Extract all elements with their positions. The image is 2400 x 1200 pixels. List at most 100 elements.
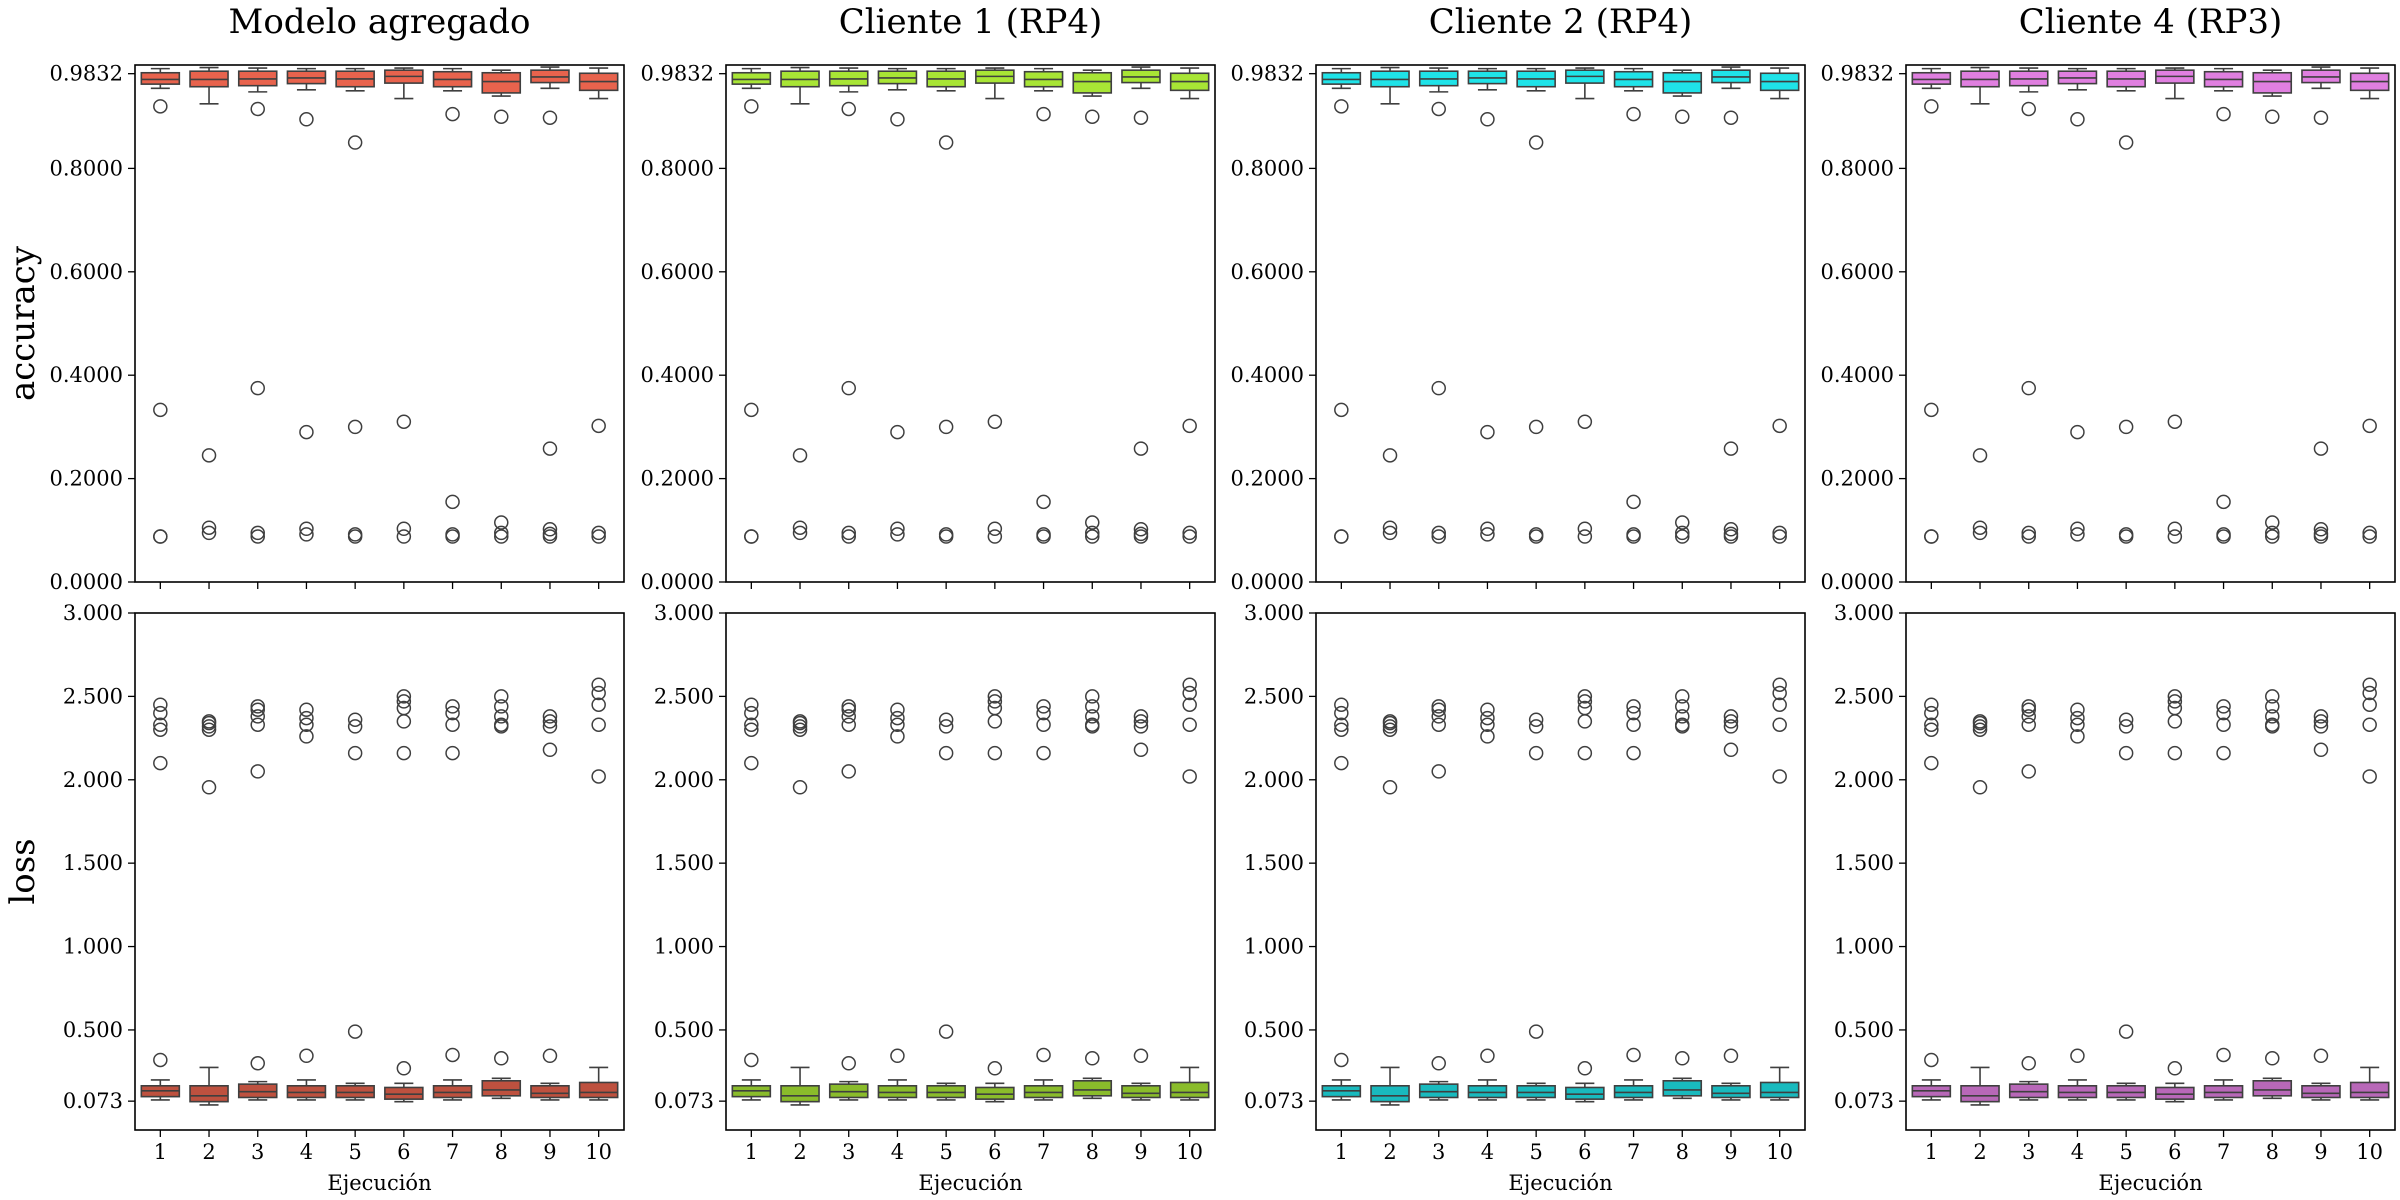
outlier-point bbox=[890, 521, 905, 536]
subplot-accuracy-4: 0.0000 0.2000 0.4000 0.6000 0.8000 0.9832 bbox=[1821, 62, 2396, 594]
box-ejecucion-2 bbox=[189, 66, 229, 541]
box-ejecucion-8 bbox=[2252, 69, 2293, 544]
outlier-point bbox=[299, 527, 314, 542]
outlier-point bbox=[591, 677, 606, 692]
box-iqr bbox=[1711, 1085, 1751, 1099]
box-ejecucion-2 bbox=[1960, 66, 2000, 541]
y-tick-label: 0.0000 bbox=[1821, 570, 1894, 594]
outlier-point bbox=[1085, 525, 1100, 541]
box-ejecucion-9 bbox=[1121, 66, 1161, 544]
outlier-point bbox=[1431, 702, 1446, 717]
outlier-point bbox=[1334, 529, 1349, 544]
outlier-point bbox=[841, 101, 856, 117]
outlier-point bbox=[987, 745, 1003, 761]
outlier-point bbox=[591, 418, 606, 434]
outlier-point bbox=[1431, 699, 1446, 714]
outlier-point bbox=[2216, 529, 2231, 544]
outlier-point bbox=[938, 745, 954, 761]
box-iqr bbox=[335, 1085, 375, 1099]
outlier-point bbox=[250, 764, 265, 779]
outlier-point bbox=[1133, 714, 1149, 729]
outlier-point bbox=[1431, 717, 1446, 732]
y-tick-label: 0.500 bbox=[654, 1018, 714, 1042]
outlier-point bbox=[347, 419, 363, 435]
box-ejecucion-1 bbox=[1911, 697, 1952, 1101]
outlier-point bbox=[250, 529, 265, 544]
box-ejecucion-1 bbox=[1911, 67, 1952, 544]
outlier-point bbox=[1085, 699, 1100, 714]
outlier-point bbox=[2118, 719, 2134, 734]
outlier-point bbox=[1577, 694, 1593, 709]
y-tick-label: 2.500 bbox=[654, 684, 714, 708]
outlier-point bbox=[2118, 712, 2134, 727]
outlier-point bbox=[2021, 702, 2036, 717]
outlier-point bbox=[1036, 717, 1051, 732]
box-ejecucion-3 bbox=[237, 699, 278, 1101]
box-ejecucion-7 bbox=[432, 699, 473, 1101]
outlier-point bbox=[938, 135, 954, 150]
plot-frame bbox=[725, 64, 1216, 583]
outlier-point bbox=[1577, 700, 1593, 716]
outlier-point bbox=[250, 101, 265, 117]
outlier-point bbox=[1382, 520, 1398, 535]
outlier-point bbox=[1626, 705, 1641, 721]
outlier-point bbox=[792, 780, 808, 795]
box-ejecucion-3 bbox=[828, 67, 869, 544]
box-iqr bbox=[286, 1085, 327, 1099]
outlier-point bbox=[2167, 414, 2183, 429]
outlier-point bbox=[792, 722, 808, 737]
outlier-point bbox=[1723, 1048, 1739, 1064]
box-iqr bbox=[1759, 1081, 1800, 1099]
y-tick-label: 1.000 bbox=[1244, 935, 1304, 959]
box-ejecucion-7 bbox=[1613, 699, 1654, 1101]
x-tick-label: 5 bbox=[2119, 1140, 2132, 1164]
outlier-point bbox=[1133, 522, 1149, 537]
outlier-point bbox=[1480, 1048, 1495, 1064]
x-tick-label: 3 bbox=[2022, 1140, 2035, 1164]
y-tick-label: 0.0000 bbox=[50, 570, 123, 594]
outlier-point bbox=[1182, 717, 1197, 732]
outlier-point bbox=[396, 414, 412, 429]
outlier-point bbox=[445, 699, 460, 714]
x-axis-label: Ejecución bbox=[1508, 1171, 1612, 1195]
outlier-point bbox=[250, 699, 265, 714]
y-tick-label: 0.4000 bbox=[1231, 363, 1304, 387]
box-ejecucion-3 bbox=[1418, 699, 1459, 1101]
outlier-point bbox=[1528, 745, 1544, 761]
outlier-point bbox=[1772, 717, 1787, 732]
outlier-point bbox=[1528, 1024, 1544, 1039]
box-iqr bbox=[432, 1085, 473, 1099]
outlier-point bbox=[1382, 714, 1398, 729]
box-ejecucion-8 bbox=[1072, 69, 1113, 544]
outlier-point bbox=[2265, 1051, 2280, 1066]
outlier-point bbox=[744, 697, 759, 712]
outlier-point bbox=[1924, 717, 1939, 732]
outlier-point bbox=[1182, 769, 1197, 784]
outlier-point bbox=[1036, 494, 1051, 510]
outlier-point bbox=[591, 529, 606, 544]
outlier-point bbox=[250, 525, 265, 541]
outlier-point bbox=[2265, 525, 2280, 541]
outlier-point bbox=[2021, 764, 2036, 779]
y-tick-label: 0.0000 bbox=[1231, 570, 1304, 594]
plot-frame bbox=[1905, 612, 2396, 1131]
outlier-point bbox=[890, 702, 905, 717]
box-iqr bbox=[1467, 1085, 1508, 1099]
outlier-point bbox=[542, 1048, 558, 1064]
box-ejecucion-4 bbox=[2057, 702, 2098, 1101]
y-tick-label: 0.4000 bbox=[50, 363, 123, 387]
outlier-point bbox=[201, 448, 217, 463]
outlier-point bbox=[1480, 717, 1495, 732]
y-tick-label: 0.073 bbox=[63, 1089, 123, 1113]
outlier-point bbox=[1382, 525, 1398, 541]
x-tick-label: 4 bbox=[891, 1140, 904, 1164]
outlier-point bbox=[1577, 1061, 1593, 1076]
box-ejecucion-8 bbox=[1072, 689, 1113, 1100]
outlier-point bbox=[2167, 529, 2183, 544]
box-ejecucion-9 bbox=[530, 66, 570, 544]
x-tick-label: 10 bbox=[1176, 1140, 1203, 1164]
outlier-point bbox=[1382, 719, 1398, 734]
outlier-point bbox=[1723, 529, 1739, 544]
outlier-point bbox=[890, 112, 905, 127]
outlier-point bbox=[1480, 527, 1495, 542]
